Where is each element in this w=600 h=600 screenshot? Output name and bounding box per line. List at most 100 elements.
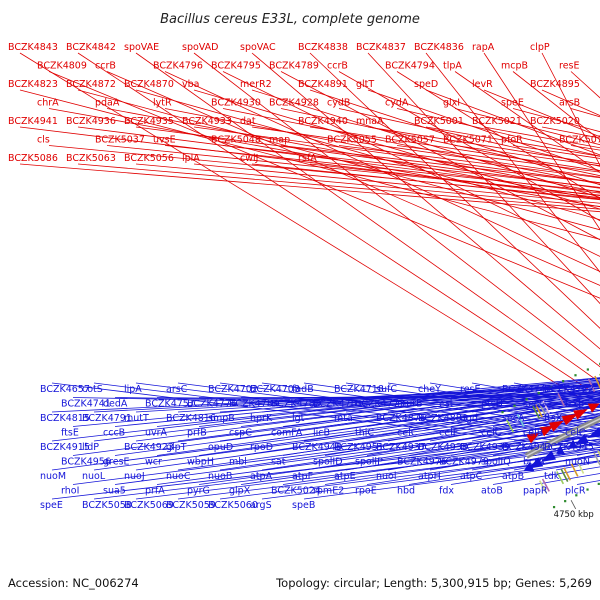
gene-label: uvrA	[145, 428, 168, 439]
category-bar-outer	[542, 400, 551, 414]
gene-label: celC	[565, 428, 586, 439]
rev-leader	[450, 400, 600, 427]
fwd-leader	[19, 163, 600, 213]
gene-label: sat	[271, 457, 286, 468]
kbp-label: 4750 kbp	[554, 510, 594, 520]
category-bar-inner	[570, 463, 579, 477]
gene-label: cls	[37, 135, 50, 146]
gene-label: arsB	[559, 98, 580, 109]
gene-label: secA	[502, 413, 525, 424]
gene-label: BCZK5069	[124, 500, 174, 511]
gene-label: resE	[559, 61, 580, 72]
gene-label: dedA	[103, 399, 128, 410]
gene-label: papR	[523, 486, 548, 497]
label-leader-lines	[19, 52, 600, 500]
rev-leader	[261, 455, 600, 500]
rev-leader	[114, 378, 600, 427]
fwd-leader	[367, 52, 600, 305]
gene-label: BCZK5063	[66, 153, 116, 164]
gene-label: BCZK4657	[40, 384, 90, 395]
rev-leader	[282, 405, 600, 456]
fwd-leader	[19, 52, 578, 397]
gene-label: cheY	[418, 384, 441, 395]
fwd-leader	[106, 145, 600, 196]
outer-tick-dot	[537, 392, 540, 395]
gene-label: BCZK4815	[40, 413, 90, 424]
genome-summary: Topology: circular; Length: 5,300,915 bp…	[275, 576, 592, 590]
gene-label: BCZK5021	[472, 116, 522, 127]
fwd-leader	[454, 71, 600, 173]
gene-labels: BCZK4843 BCZK4842 spoVAE spoVAD spoVAC BCZK48…	[8, 42, 600, 511]
gene-label: licB	[313, 428, 330, 439]
category-bar-outer	[557, 393, 565, 407]
rev-leader	[303, 395, 600, 442]
gene-label: BCZK5059	[166, 500, 216, 511]
feature-rings	[501, 362, 600, 509]
gene-label: BCZK4930	[211, 98, 261, 109]
gene-label: atpA	[250, 471, 273, 482]
inner-tick-dot	[564, 500, 567, 503]
reverse-gene-arrow	[587, 427, 600, 439]
fwd-leader	[396, 71, 600, 200]
fwd-leader	[425, 126, 600, 157]
fwd-leader	[193, 89, 600, 210]
category-bar-outer	[535, 404, 543, 418]
rev-leader	[219, 387, 600, 442]
map-title: Bacillus cereus E33L, complete genome	[160, 12, 420, 27]
fwd-leader	[135, 163, 600, 207]
gene-label: BCZK4872	[66, 79, 116, 90]
gene-label: spolID	[313, 457, 343, 468]
category-bar-outer	[587, 378, 596, 392]
reverse-gene-arrow	[540, 450, 557, 462]
gene-label: ftsE	[61, 428, 79, 439]
rev-leader	[51, 398, 600, 471]
gene-label: BCZK4936	[66, 116, 116, 127]
gene-label: BCZK5074	[559, 135, 600, 146]
category-bar-outer	[532, 405, 541, 419]
gene-label: BCZK4836	[414, 42, 464, 53]
rev-leader	[135, 382, 600, 442]
gene-label: BCZK4891	[298, 79, 348, 90]
gene-label: BCZK4945	[544, 442, 594, 453]
outer-tick-dot	[549, 385, 553, 389]
gene-label: fadB	[292, 384, 314, 395]
fwd-leader	[222, 145, 600, 188]
fwd-leader	[309, 126, 600, 172]
kbp-tick	[570, 499, 577, 510]
category-bar-inner	[576, 460, 585, 474]
gene-label: ccrB	[95, 61, 116, 72]
gene-label: sua5	[103, 486, 126, 497]
fwd-leader	[164, 71, 600, 273]
gene-label: cydA	[385, 98, 409, 109]
fwd-leader	[251, 163, 600, 201]
gene-label: rpoE	[355, 486, 377, 497]
gene-label: tlpA	[443, 61, 462, 72]
fwd-leader	[309, 163, 600, 196]
gene-label: est	[439, 399, 454, 410]
gene-label: BCZK4702	[208, 384, 258, 395]
fwd-leader	[396, 108, 600, 157]
fwd-leader	[19, 89, 600, 240]
gene-label: rpmE2	[313, 486, 344, 497]
gene-label: dat	[240, 116, 256, 127]
gene-label: pfoR	[501, 135, 523, 146]
rev-leader	[408, 421, 600, 456]
gene-label: BCZK5056	[124, 153, 174, 164]
rev-leader	[450, 391, 600, 398]
fwd-leader	[135, 126, 600, 189]
rev-leader	[240, 382, 600, 427]
rev-leader	[72, 416, 600, 485]
rev-leader	[93, 438, 600, 500]
rev-leader	[198, 429, 600, 485]
gene-label: speE	[501, 98, 524, 109]
gene-label: BCZK4948	[292, 442, 342, 453]
gene-label: glpX	[229, 486, 251, 497]
gene-label: mcpB	[501, 61, 528, 72]
gene-label: BCZK4870	[124, 79, 174, 90]
gene-label: bcrA	[523, 457, 545, 468]
forward-gene-arrow	[561, 413, 579, 426]
gene-label: cwlJ	[240, 153, 258, 164]
gene-label: BCZK4722	[544, 384, 594, 395]
category-bar-inner	[597, 450, 600, 457]
